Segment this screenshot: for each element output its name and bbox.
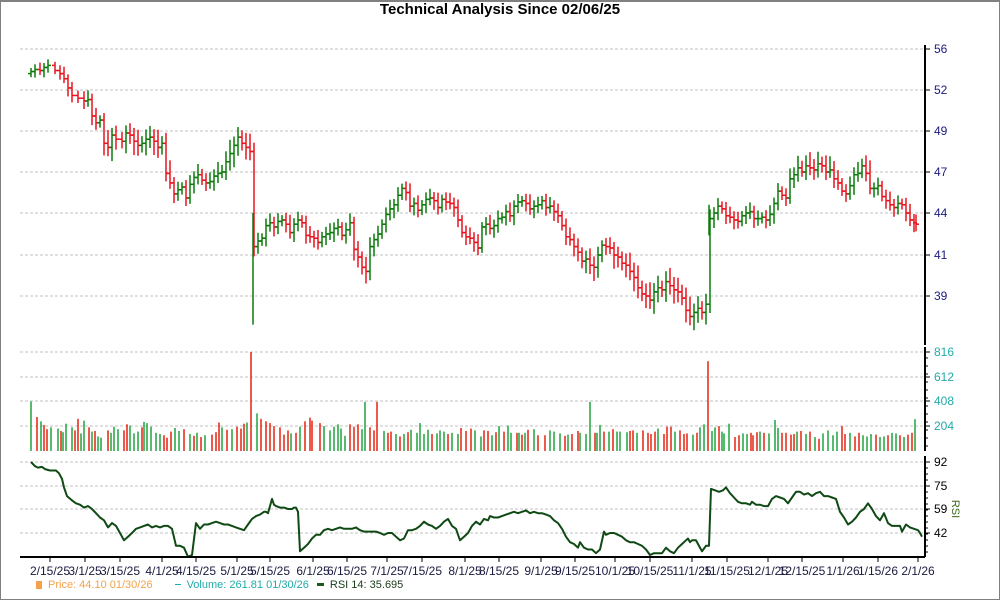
volume-axis-tick: 612 bbox=[934, 370, 954, 384]
gridlines bbox=[20, 48, 925, 534]
x-axis-tick: 8/15/25 bbox=[479, 564, 519, 578]
x-axis-tick: 10/15/25 bbox=[627, 564, 674, 578]
x-axis-tick: 12/15/25 bbox=[779, 564, 826, 578]
volume-axis-tick: 204 bbox=[934, 419, 954, 433]
price-axis-tick: 39 bbox=[934, 289, 948, 303]
rsi-swatch-icon bbox=[316, 583, 324, 586]
price-axis-tick: 52 bbox=[934, 83, 948, 97]
x-axis-tick: 11/15/25 bbox=[704, 564, 750, 578]
volume-axis-tick: 408 bbox=[934, 394, 954, 408]
volume-bars bbox=[30, 352, 916, 451]
price-ohlc-series bbox=[28, 59, 919, 331]
x-axis-tick: 10/1/25 bbox=[595, 564, 635, 578]
x-axis-tick: 1/15/26 bbox=[858, 564, 898, 578]
price-axis-tick: 56 bbox=[934, 42, 948, 56]
x-axis-tick: 6/15/25 bbox=[327, 564, 367, 578]
volume-axis-tick: 816 bbox=[934, 345, 954, 359]
rsi-axis-label: RSI bbox=[949, 500, 961, 518]
x-axis-tick: 3/15/25 bbox=[100, 564, 140, 578]
x-axis-tick: 9/1/25 bbox=[524, 564, 558, 578]
x-axis-tick: 4/1/25 bbox=[145, 564, 179, 578]
legend-price-label: Price: 44.10 01/30/26 bbox=[48, 579, 153, 591]
x-axis-tick: 4/15/25 bbox=[176, 564, 216, 578]
price-axis-tick: 49 bbox=[934, 124, 948, 138]
legend-price: Price: 44.10 01/30/26 bbox=[36, 579, 153, 591]
rsi-axis-tick: 75 bbox=[934, 479, 948, 493]
price-swatch-icon bbox=[36, 581, 42, 589]
rsi-axis-tick: 42 bbox=[934, 526, 948, 540]
x-axis-tick: 1/1/26 bbox=[826, 564, 860, 578]
x-axis-tick: 11/1/25 bbox=[672, 564, 711, 578]
x-axis-tick: 12/1/25 bbox=[748, 564, 788, 578]
x-axis-tick: 5/1/25 bbox=[220, 564, 254, 578]
x-axis-tick: 9/15/25 bbox=[555, 564, 595, 578]
price-axis-tick: 44 bbox=[934, 206, 948, 220]
x-axis-tick: 2/1/26 bbox=[901, 564, 935, 578]
rsi-axis-tick: 92 bbox=[934, 455, 948, 469]
x-axis-tick: 5/15/25 bbox=[250, 564, 290, 578]
price-axis-tick: 41 bbox=[934, 248, 948, 262]
x-axis-tick: 3/1/25 bbox=[68, 564, 102, 578]
volume-swatch-icon bbox=[174, 584, 181, 585]
price-axis-tick: 47 bbox=[934, 165, 948, 179]
legend-volume-label: Volume: 261.81 01/30/26 bbox=[186, 579, 309, 591]
rsi-line bbox=[30, 461, 923, 558]
x-axis-tick: 6/1/25 bbox=[296, 564, 330, 578]
legend-rsi-label: RSI 14: 35.695 bbox=[329, 579, 404, 591]
rsi-axis-tick: 59 bbox=[934, 502, 948, 516]
x-axis-tick: 7/1/25 bbox=[370, 564, 404, 578]
chart-title: Technical Analysis Since 02/06/25 bbox=[379, 1, 621, 18]
legend-rsi: RSI 14: 35.695 bbox=[316, 579, 404, 591]
legend-volume: Volume: 261.81 01/30/26 bbox=[174, 579, 309, 591]
x-axis-tick: 2/15/25 bbox=[30, 564, 70, 578]
x-axis-tick: 7/15/25 bbox=[402, 564, 442, 578]
legend: Price: 44.10 01/30/26 Volume: 261.81 01/… bbox=[36, 579, 403, 591]
x-axis-tick: 8/1/25 bbox=[448, 564, 482, 578]
